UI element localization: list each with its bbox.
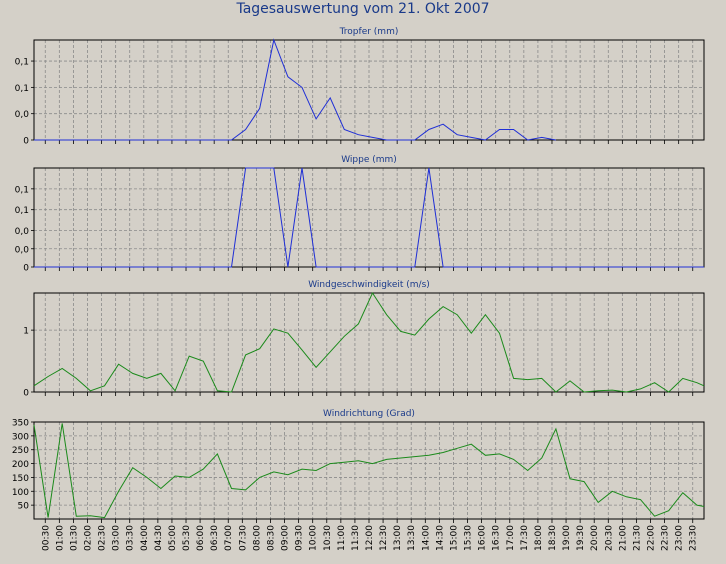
- x-tick-label: 06:30: [210, 525, 220, 551]
- x-tick-label: 07:30: [238, 525, 248, 551]
- x-tick-label: 09:30: [295, 525, 305, 551]
- y-tick-label: 0,0: [15, 227, 30, 237]
- x-tick-label: 21:00: [618, 525, 628, 551]
- panel-title: Windrichtung (Grad): [323, 409, 415, 419]
- x-tick-label: 06:00: [196, 525, 206, 551]
- y-tick-label: 0,1: [15, 84, 29, 94]
- x-tick-label: 20:00: [590, 525, 600, 551]
- x-tick-label: 17:00: [506, 525, 516, 551]
- x-tick-label: 23:30: [689, 525, 699, 551]
- x-tick-label: 16:30: [492, 525, 502, 551]
- x-tick-label: 19:30: [576, 525, 586, 551]
- x-tick-label: 14:30: [435, 525, 445, 551]
- x-tick-label: 02:30: [98, 525, 108, 551]
- x-tick-label: 15:30: [464, 525, 474, 551]
- series-line: [34, 38, 556, 141]
- panel-title: Tropfer (mm): [339, 27, 399, 37]
- y-tick-label: 0: [23, 137, 29, 147]
- x-tick-label: 01:00: [55, 525, 65, 551]
- x-tick-label: 22:00: [647, 525, 657, 551]
- plot-frame: [33, 421, 705, 520]
- y-tick-label: 100: [12, 488, 29, 498]
- x-tick-label: 04:00: [140, 525, 150, 551]
- panel-title: Wippe (mm): [341, 155, 397, 165]
- y-tick-label: 0: [23, 389, 29, 399]
- y-tick-label: 350: [12, 419, 29, 429]
- series-line: [34, 167, 704, 268]
- x-tick-label: 05:30: [182, 525, 192, 551]
- y-tick-label: 0,1: [15, 185, 29, 195]
- series-line: [33, 291, 705, 393]
- x-tick-label: 04:30: [154, 525, 164, 551]
- x-tick-label: 18:00: [534, 525, 544, 551]
- plot-frame: [33, 167, 705, 268]
- x-tick-label: 20:30: [604, 525, 614, 551]
- x-tick-label: 03:30: [126, 525, 136, 551]
- plot-frame: [33, 292, 705, 393]
- y-tick-label: 0,1: [15, 206, 29, 216]
- x-tick-label: 01:30: [69, 525, 79, 551]
- y-tick-label: 150: [12, 474, 29, 484]
- y-tick-label: 300: [12, 432, 29, 442]
- x-tick-label: 15:00: [449, 525, 459, 551]
- x-tick-label: 10:00: [309, 525, 319, 551]
- x-tick-label: 17:30: [520, 525, 530, 551]
- y-tick-label: 200: [12, 460, 29, 470]
- x-tick-label: 08:00: [252, 525, 262, 551]
- y-tick-label: 0,0: [15, 110, 30, 120]
- x-tick-label: 10:30: [323, 525, 333, 551]
- y-tick-label: 250: [12, 446, 29, 456]
- y-tick-label: 1: [23, 327, 29, 337]
- page-title: Tagesauswertung vom 21. Okt 2007: [236, 1, 490, 17]
- x-tick-label: 13:30: [407, 525, 417, 551]
- x-tick-label: 22:30: [661, 525, 671, 551]
- x-tick-label: 09:00: [281, 525, 291, 551]
- series-line: [33, 423, 705, 519]
- panel-title: Windgeschwindigkeit (m/s): [308, 280, 430, 290]
- x-tick-label: 00:30: [41, 525, 51, 551]
- x-tick-label: 03:00: [112, 525, 122, 551]
- x-tick-label: 11:30: [351, 525, 361, 551]
- y-tick-label: 50: [18, 502, 30, 512]
- x-tick-label: 08:30: [266, 525, 276, 551]
- plot-frame: [33, 39, 705, 141]
- x-tick-label: 13:00: [393, 525, 403, 551]
- x-tick-label: 11:00: [337, 525, 347, 551]
- x-tick-label: 02:00: [83, 525, 93, 551]
- x-tick-label: 18:30: [548, 525, 558, 551]
- x-tick-label: 12:30: [379, 525, 389, 551]
- x-tick-label: 07:00: [224, 525, 234, 551]
- x-tick-label: 16:00: [478, 525, 488, 551]
- x-tick-label: 05:00: [168, 525, 178, 551]
- x-tick-label: 23:00: [675, 525, 685, 551]
- y-tick-label: 0: [23, 264, 29, 274]
- x-tick-label: 21:30: [632, 525, 642, 551]
- x-tick-label: 19:00: [562, 525, 572, 551]
- x-tick-label: 12:00: [365, 525, 375, 551]
- y-tick-label: 0,1: [15, 58, 29, 68]
- x-tick-label: 14:00: [421, 525, 431, 551]
- y-tick-label: 0,0: [15, 245, 30, 255]
